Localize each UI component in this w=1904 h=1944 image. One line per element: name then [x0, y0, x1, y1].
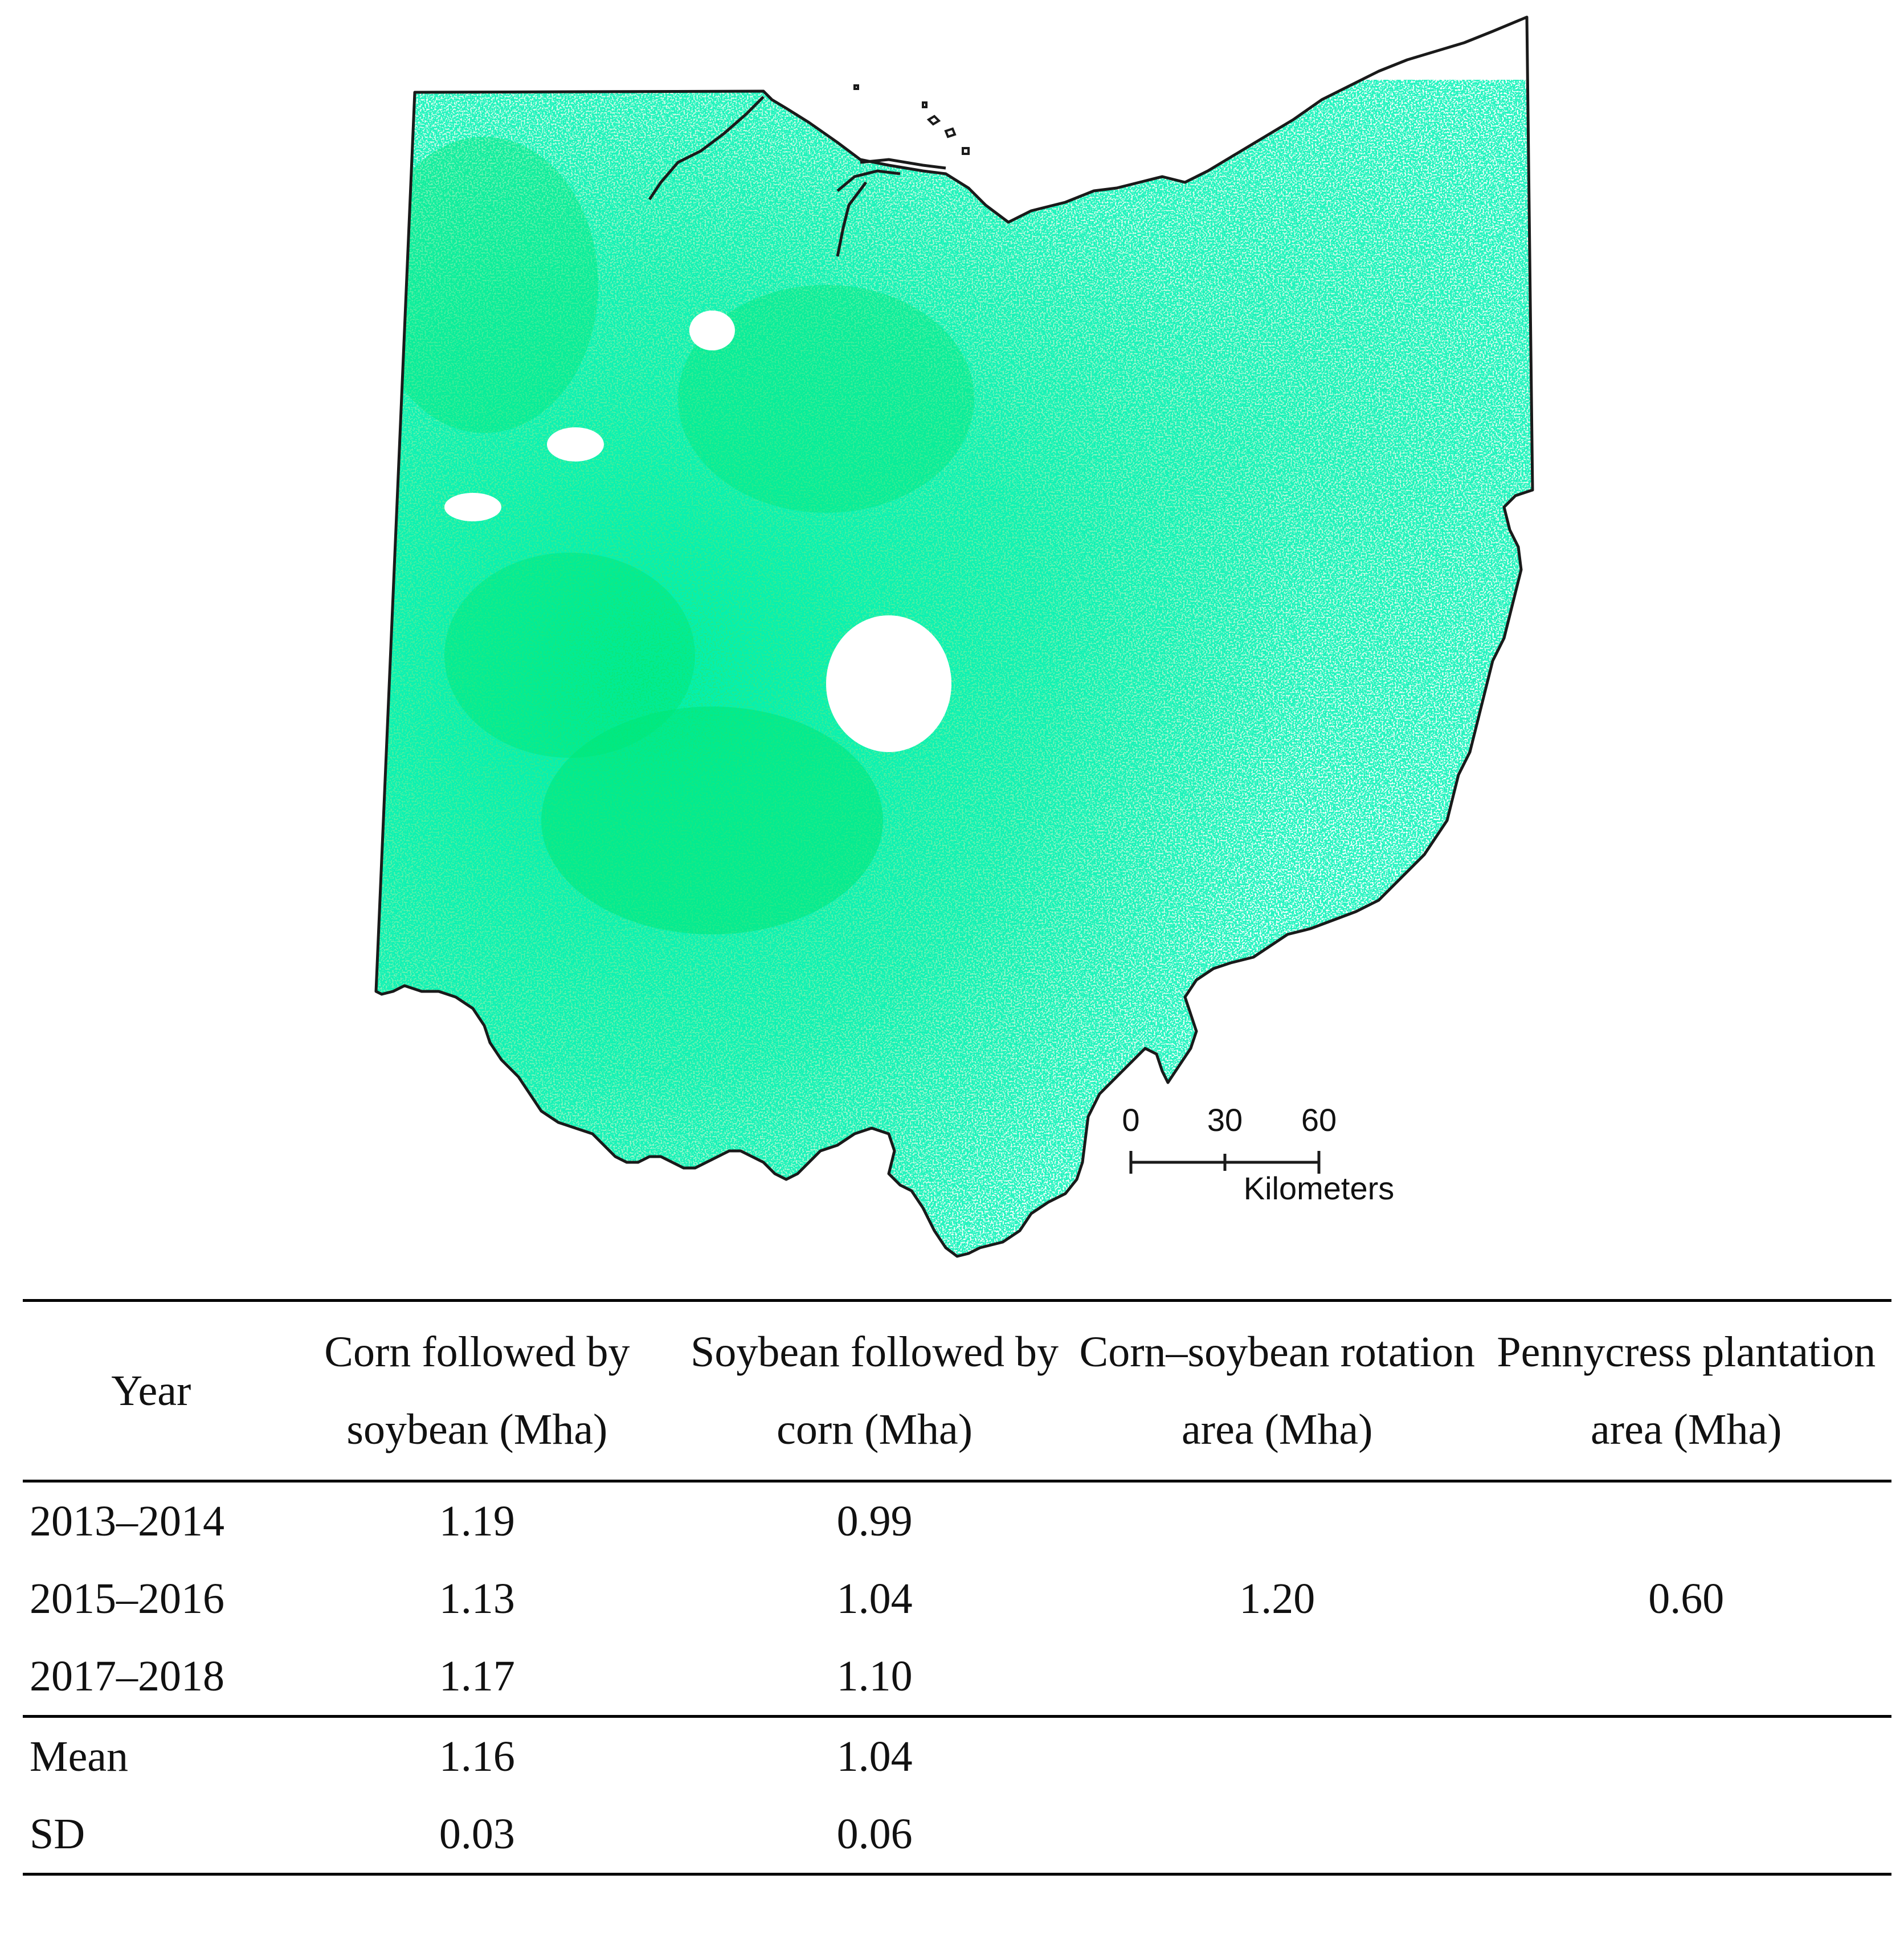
state-border [374, 15, 1534, 1258]
scale-tick-30: 30 [1207, 1102, 1243, 1138]
cropland-layer [376, 80, 1533, 1256]
cell-rotation-area: 1.20 [1239, 1574, 1315, 1623]
header-year: Year [111, 1367, 191, 1415]
map-canvas: 0 30 60 Kilometers [374, 15, 1534, 1258]
lake-erie-shoreline [648, 96, 946, 257]
lake-islands [853, 84, 970, 155]
cell-empty [1073, 1795, 1481, 1876]
scale-tick-60: 60 [1301, 1102, 1337, 1138]
cell-empty [1481, 1795, 1891, 1876]
table-row-sd: SD 0.03 0.06 [23, 1795, 1891, 1876]
cell-empty [1073, 1715, 1481, 1795]
cell-corn-soy: 1.13 [439, 1574, 515, 1623]
cell-year: 2015–2016 [30, 1574, 224, 1623]
cell-year: 2017–2018 [30, 1652, 224, 1700]
header-pennycress: Pennycress plantation area (Mha) [1497, 1328, 1876, 1453]
cell-stat-label: Mean [23, 1715, 279, 1795]
table-row: 2013–2014 1.19 0.99 1.20 0.60 [23, 1481, 1891, 1623]
ohio-crop-map: 0 30 60 Kilometers [374, 15, 1534, 1258]
rotation-area-table-wrap: Year Corn followed by soybean (Mha) Soyb… [23, 1299, 1891, 1876]
cell-corn-soy: 1.17 [439, 1652, 515, 1700]
table-row: 2017–2018 1.17 1.10 [23, 1637, 1891, 1717]
scale-unit-label: Kilometers [1244, 1170, 1395, 1206]
table-row: 2015–2016 1.13 1.04 [23, 1560, 1891, 1637]
cell-soy-corn: 0.06 [676, 1795, 1073, 1876]
cell-corn-soy: 1.16 [278, 1715, 676, 1795]
scale-tick-0: 0 [1122, 1102, 1139, 1138]
cell-soy-corn: 1.10 [836, 1652, 913, 1700]
header-soy-corn: Soybean followed by corn (Mha) [690, 1328, 1059, 1453]
cell-soy-corn: 0.99 [836, 1497, 913, 1545]
cell-pennycress-area: 0.60 [1648, 1574, 1725, 1623]
table-header-row: Year Corn followed by soybean (Mha) Soyb… [23, 1300, 1891, 1481]
cell-soy-corn: 1.04 [676, 1715, 1073, 1795]
header-corn-soy: Corn followed by soybean (Mha) [324, 1328, 630, 1453]
cell-stat-label: SD [23, 1795, 279, 1876]
cell-year: 2013–2014 [30, 1497, 224, 1545]
cell-soy-corn: 1.04 [836, 1574, 913, 1623]
scale-bar: 0 30 60 Kilometers [1122, 1102, 1394, 1206]
rotation-area-table: Year Corn followed by soybean (Mha) Soyb… [23, 1299, 1891, 1876]
cell-corn-soy: 0.03 [278, 1795, 676, 1876]
cell-empty [1481, 1715, 1891, 1795]
table-row-mean: Mean 1.16 1.04 [23, 1715, 1891, 1795]
cell-corn-soy: 1.19 [439, 1497, 515, 1545]
header-rotation: Corn–soybean rotation area (Mha) [1079, 1328, 1475, 1453]
